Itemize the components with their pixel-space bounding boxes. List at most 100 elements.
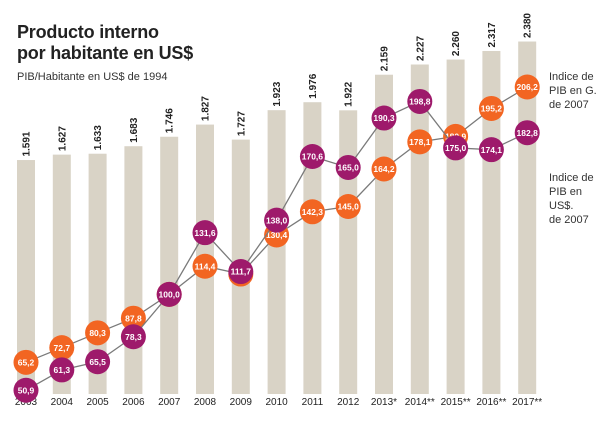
- point-label: 72,7: [54, 343, 71, 353]
- bar-2016**: [482, 50, 501, 394]
- point-label: 175,0: [445, 143, 467, 153]
- point-label: 170,6: [302, 152, 324, 162]
- x-tick-label: 2016**: [476, 397, 506, 408]
- x-tick-label: 2009: [230, 397, 253, 408]
- point-label: 164,2: [373, 164, 395, 174]
- bar-2007: [160, 136, 179, 394]
- point-purple-2007: [156, 281, 182, 307]
- point-label: 182,8: [517, 128, 539, 138]
- bar-2003: [17, 160, 35, 394]
- x-tick-label: 2007: [158, 397, 181, 408]
- legend-orange-line1: Indice de: [549, 71, 594, 83]
- point-label: 138,0: [266, 215, 288, 225]
- point-orange-2006: [120, 305, 146, 331]
- chart-title-line2: por habitante en US$: [17, 43, 194, 63]
- point-orange-2011: [299, 199, 325, 225]
- x-tick-label: 2004: [51, 397, 74, 408]
- bar-value-label: 1.683: [129, 117, 140, 142]
- point-orange-2014**: [407, 129, 433, 155]
- x-tick-label: 2006: [122, 397, 145, 408]
- point-label: 100,0: [159, 290, 181, 300]
- point-label: 190,3: [373, 113, 395, 123]
- x-tick-label: 2008: [194, 397, 217, 408]
- point-label: 114,4: [195, 261, 216, 271]
- point-orange-2016**: [478, 95, 504, 121]
- point-purple-2010: [264, 207, 290, 233]
- x-tick-label: 2011: [302, 397, 324, 408]
- legend-purple-line3: de 2007: [549, 214, 589, 226]
- point-purple-2014**: [407, 88, 433, 114]
- x-tick-label: 2005: [86, 397, 109, 408]
- bar-value-label: 2.260: [451, 31, 462, 56]
- bar-value-label: 1.633: [93, 125, 104, 150]
- bar-value-label: 1.827: [201, 96, 212, 121]
- bar-value-label: 2.317: [487, 22, 498, 47]
- legend-orange-line2: PIB en G.: [549, 85, 597, 97]
- x-tick-label: 2014**: [405, 397, 435, 408]
- point-purple-2017**: [514, 120, 540, 146]
- point-label: 174,1: [481, 145, 503, 155]
- point-label: 111,7: [231, 267, 252, 277]
- bar-2013*: [375, 74, 393, 394]
- point-purple-2004: [49, 357, 75, 383]
- bar-value-label: 1.976: [308, 73, 319, 98]
- chart-subtitle: PIB/Habitante en US$ de 1994: [17, 71, 168, 83]
- point-purple-2016**: [478, 137, 504, 163]
- point-label: 130,4: [266, 230, 288, 240]
- point-orange-2012: [335, 194, 361, 220]
- bar-value-label: 2.380: [523, 13, 534, 38]
- legend-orange-series: Indice de PIB en G. de 2007: [549, 70, 597, 112]
- bar-2010: [267, 110, 286, 394]
- point-label: 87,8: [125, 313, 142, 323]
- point-orange-2013*: [371, 156, 397, 182]
- chart-title-line1: Producto interno: [17, 22, 159, 42]
- point-label: 50,9: [18, 385, 35, 395]
- point-label: 142,3: [302, 207, 324, 217]
- point-label: 195,2: [481, 104, 503, 114]
- point-label: 165,0: [338, 163, 360, 173]
- point-purple-2009: [228, 259, 254, 285]
- point-label: 131,6: [194, 228, 216, 238]
- bar-value-label: 1.727: [236, 111, 247, 136]
- bar-value-label: 1.746: [165, 108, 176, 133]
- point-purple-2006: [120, 324, 146, 350]
- x-tick-label: 2010: [265, 397, 288, 408]
- legend-purple-series: Indice de PIB en US$. de 2007: [549, 171, 600, 227]
- point-orange-2008: [192, 253, 218, 279]
- point-purple-2008: [192, 220, 218, 246]
- bar-2012: [339, 110, 358, 394]
- bar-value-label: 2.159: [380, 46, 391, 71]
- legend-orange-line3: de 2007: [549, 99, 589, 111]
- legend-purple-line1: Indice de: [549, 172, 594, 184]
- point-label: 206,2: [517, 82, 539, 92]
- point-purple-2005: [85, 349, 111, 375]
- point-label: 65,5: [89, 357, 106, 367]
- point-purple-2013*: [371, 105, 397, 131]
- x-tick-label: 2012: [337, 397, 360, 408]
- point-label: 61,3: [54, 365, 71, 375]
- bar-value-label: 1.922: [344, 81, 355, 106]
- point-label: 178,1: [409, 137, 431, 147]
- title-block: Producto interno por habitante en US$ PI…: [17, 22, 193, 83]
- x-tick-label: 2017**: [512, 397, 542, 408]
- bar-2011: [303, 102, 322, 394]
- x-tick-label: 2015**: [441, 397, 471, 408]
- point-label: 145,0: [338, 202, 360, 212]
- legend-purple-line2: PIB en US$.: [549, 186, 583, 212]
- point-purple-2011: [299, 144, 325, 170]
- point-purple-2015**: [443, 135, 469, 161]
- bar-2015**: [446, 59, 465, 394]
- x-tick-label: 2013*: [371, 397, 397, 408]
- bar-value-label: 1.923: [272, 81, 283, 106]
- point-purple-2003: [13, 377, 39, 403]
- bar-2004: [52, 154, 71, 394]
- point-label: 80,3: [89, 328, 106, 338]
- point-orange-2004: [49, 335, 75, 361]
- point-label: 198,8: [409, 97, 431, 107]
- bar-value-label: 1.627: [57, 126, 68, 151]
- point-orange-2017**: [514, 74, 540, 100]
- bar-value-label: 1.591: [22, 131, 33, 156]
- point-label: 65,2: [18, 358, 35, 368]
- point-orange-2005: [85, 320, 111, 346]
